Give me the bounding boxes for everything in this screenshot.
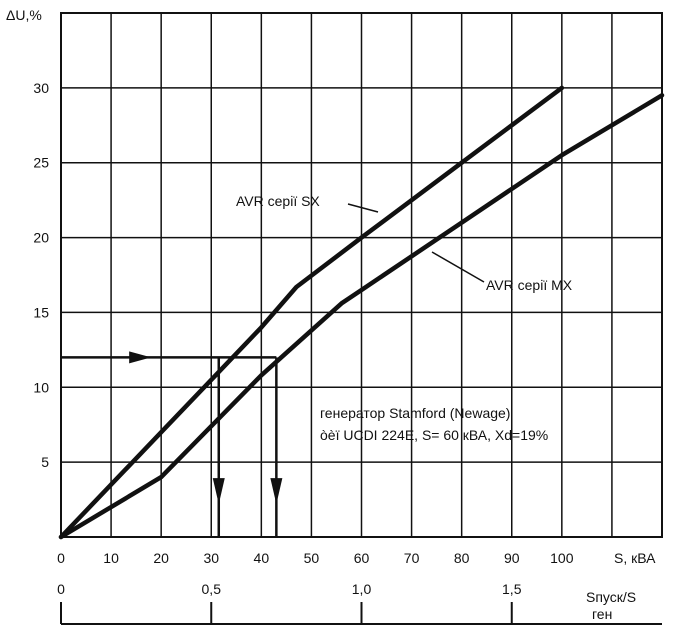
x-tick-label: 10 [103,550,119,566]
label-mx-leader [431,251,485,283]
second-axis-tick-label: 1,0 [352,581,372,597]
reference-arrow-down-1 [212,478,225,505]
second-axis-tick-label: 1,5 [502,581,522,597]
annotations: ΔU,% S, кВА AVR серії SX AVR серії MX ге… [6,7,656,622]
x-tick-label: 100 [550,550,574,566]
second-axis-title: Sпуск/S [586,589,636,605]
label-mx: AVR серії MX [486,277,573,293]
series [58,85,665,540]
generator-note-line1: генератор Stamford (Newage) [320,405,510,421]
x-tick-label: 50 [304,550,320,566]
x-tick-label: 20 [153,550,169,566]
series-line-mx [58,93,665,540]
y-tick-label: 20 [33,230,49,246]
x-tick-label: 40 [254,550,270,566]
y-tick-label: 25 [33,155,49,171]
x-tick-label: 30 [203,550,219,566]
x-axis-title: S, кВА [614,550,656,566]
label-sx: AVR серії SX [236,193,320,209]
y-axis-title: ΔU,% [6,7,42,23]
second-axis-tick-label: 0,5 [202,581,222,597]
y-tick-label: 5 [41,454,49,470]
reference-arrow-down-2 [270,478,283,505]
second-axis-tick-label: 0 [57,581,65,597]
tick-labels: 0 10 20 30 40 50 60 70 80 90 100 5 10 15 20 25 30 [33,80,573,566]
second-axis: 0 0,5 1,0 1,5 [57,581,662,625]
generator-note-line2: òèï UCDI 224E, S= 60 кВА, Xd=19% [320,427,548,443]
reference-lines [61,351,283,537]
y-tick-label: 10 [33,379,49,395]
label-sx-leader [347,203,379,213]
x-tick-label: 80 [454,550,470,566]
second-axis-subscript: ген [592,606,612,622]
y-tick-label: 30 [33,80,49,96]
reference-arrow-right [129,351,152,364]
grid [61,13,662,537]
plot-frame [60,12,663,538]
x-tick-label: 90 [504,550,520,566]
x-tick-label: 60 [354,550,370,566]
y-tick-label: 15 [33,304,49,320]
x-tick-label: 0 [57,550,65,566]
series-line-sx [58,85,565,540]
x-tick-label: 70 [404,550,420,566]
